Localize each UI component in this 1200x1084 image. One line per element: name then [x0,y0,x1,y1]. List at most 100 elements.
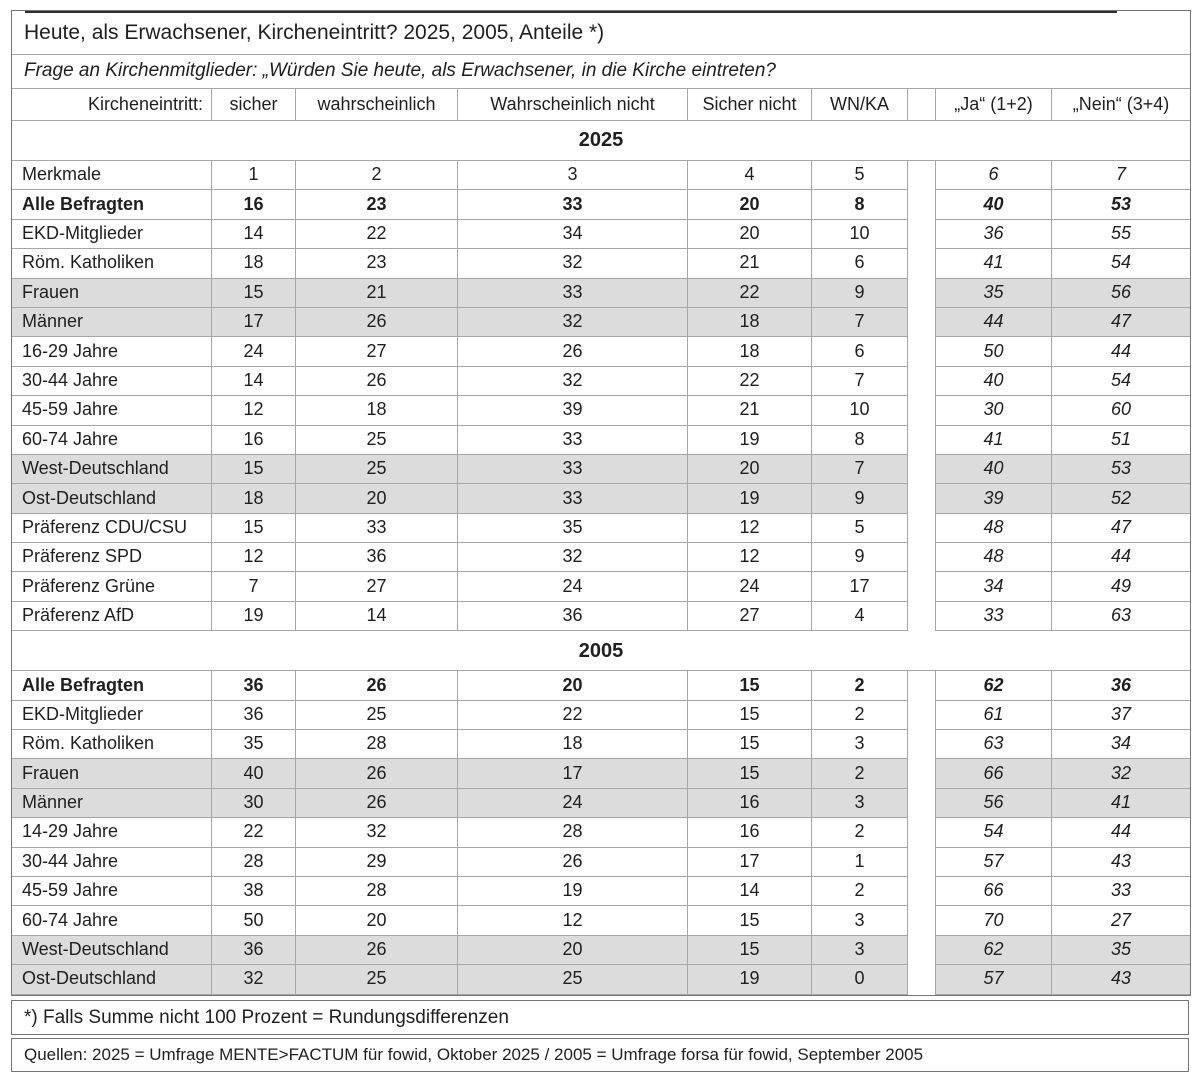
summary-cell: 41 [936,425,1052,455]
summary-cell: 44 [936,307,1052,338]
gap-cell [908,730,936,760]
value-cell: 14 [212,366,296,397]
gap-cell [908,307,936,338]
value-cell: 32 [458,543,688,573]
row-label: Präferenz Grüne [12,572,212,602]
value-cell: 19 [688,425,812,455]
value-cell: 6 [812,249,908,279]
row-label: Alle Befragten [12,190,212,220]
row-label: 60-74 Jahre [12,425,212,455]
gap-cell [908,396,936,426]
summary-cell: 34 [1052,730,1190,760]
table-row: 45-59 Jahre 12 18 39 21 10 30 60 [12,396,1190,426]
row-label: Röm. Katholiken [12,730,212,760]
value-cell: 29 [296,847,458,877]
table-row: Präferenz SPD 12 36 32 12 9 48 44 [12,543,1190,573]
summary-cell: 61 [936,700,1052,731]
value-cell: 7 [812,454,908,485]
summary-cell: 57 [936,847,1052,877]
value-cell: 32 [458,249,688,279]
row-label: Röm. Katholiken [12,249,212,279]
value-cell: 24 [458,572,688,602]
gap-cell [908,160,936,191]
value-cell: 2 [812,671,908,701]
value-cell: 26 [458,337,688,367]
column-header: WN/KA [812,88,908,121]
gap-cell [908,219,936,250]
value-cell: 16 [212,425,296,455]
table-row: Ost-Deutschland 18 20 33 19 9 39 52 [12,484,1190,514]
table-row: Männer 30 26 24 16 3 56 41 [12,788,1190,819]
subtitle-row: Frage an Kirchenmitglieder: „Würden Sie … [12,55,1190,89]
gap-cell [908,513,936,544]
value-cell: 19 [688,484,812,514]
summary-cell: 41 [1052,788,1190,819]
value-cell: 28 [458,818,688,848]
row-label: West-Deutschland [12,935,212,966]
gap-cell [908,671,936,701]
summary-cell: 40 [936,366,1052,397]
gap-cell [908,876,936,907]
summary-column-number: 7 [1052,160,1190,191]
value-cell: 26 [296,788,458,819]
title-row: Heute, als Erwachsener, Kircheneintritt?… [12,11,1190,56]
value-cell: 19 [688,965,812,995]
column-number: 4 [688,160,812,191]
section-header-2025: 2025 [12,120,1190,161]
value-cell: 19 [458,876,688,907]
table-row: EKD-Mitglieder 36 25 22 15 2 61 37 [12,700,1190,731]
summary-cell: 43 [1052,847,1190,877]
row-label: 30-44 Jahre [12,847,212,877]
value-cell: 2 [812,700,908,731]
summary-cell: 44 [1052,543,1190,573]
value-cell: 33 [296,513,458,544]
value-cell: 3 [812,906,908,936]
value-cell: 38 [212,876,296,907]
value-cell: 24 [688,572,812,602]
value-cell: 20 [458,935,688,966]
value-cell: 10 [812,396,908,426]
summary-cell: 51 [1052,425,1190,455]
value-cell: 20 [688,454,812,485]
summary-cell: 56 [936,788,1052,819]
summary-cell: 35 [936,278,1052,308]
summary-cell: 60 [1052,396,1190,426]
summary-cell: 27 [1052,906,1190,936]
table-title: Heute, als Erwachsener, Kircheneintritt?… [12,11,1190,56]
value-cell: 28 [296,876,458,907]
value-cell: 25 [296,425,458,455]
column-number: 3 [458,160,688,191]
summary-cell: 36 [1052,671,1190,701]
summary-cell: 62 [936,935,1052,966]
table-row: 45-59 Jahre 38 28 19 14 2 66 33 [12,876,1190,907]
table-row: Röm. Katholiken 35 28 18 15 3 63 34 [12,730,1190,760]
value-cell: 19 [212,601,296,632]
value-cell: 32 [458,366,688,397]
row-label: 16-29 Jahre [12,337,212,367]
value-cell: 15 [688,730,812,760]
value-cell: 12 [688,543,812,573]
value-cell: 32 [212,965,296,995]
column-header-label: Kircheneintritt: [12,88,212,121]
row-label: West-Deutschland [12,454,212,485]
column-header: „Ja“ (1+2) [936,88,1052,121]
row-label: 45-59 Jahre [12,396,212,426]
value-cell: 15 [212,454,296,485]
gap-cell [908,788,936,819]
table-row: Präferenz AfD 19 14 36 27 4 33 63 [12,601,1190,632]
value-cell: 9 [812,543,908,573]
value-cell: 24 [458,788,688,819]
gap-cell [908,601,936,632]
value-cell: 15 [688,671,812,701]
value-cell: 15 [688,935,812,966]
row-label: Frauen [12,759,212,789]
table-row: 16-29 Jahre 24 27 26 18 6 50 44 [12,337,1190,367]
row-label: Präferenz AfD [12,601,212,632]
summary-cell: 66 [936,876,1052,907]
value-cell: 22 [688,278,812,308]
value-cell: 22 [688,366,812,397]
summary-cell: 54 [936,818,1052,848]
summary-cell: 55 [1052,219,1190,250]
table-row: Präferenz CDU/CSU 15 33 35 12 5 48 47 [12,513,1190,544]
value-cell: 18 [458,730,688,760]
